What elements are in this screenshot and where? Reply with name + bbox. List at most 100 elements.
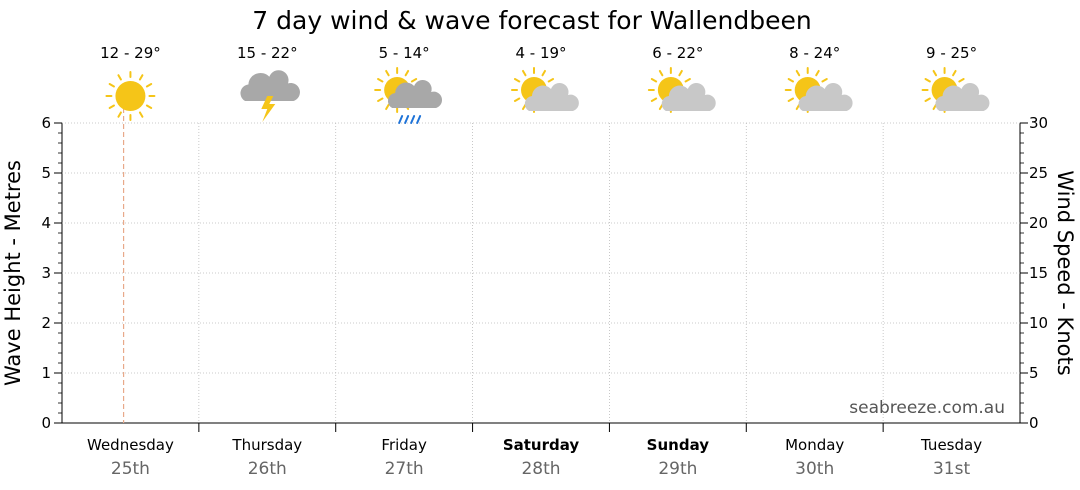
sun-ray <box>138 111 144 118</box>
sun-ray <box>547 78 555 83</box>
cloud-shape <box>240 70 300 101</box>
sun-ray <box>795 69 801 77</box>
date-label: 29th <box>658 459 697 479</box>
sun-ray <box>138 74 144 81</box>
sun-ray <box>787 97 794 102</box>
lightning-bolt <box>261 96 276 122</box>
sun-ray <box>145 83 153 88</box>
day-column: 8 - 24° Monday 30th <box>784 44 853 479</box>
sun-ray <box>404 69 410 77</box>
plot-area <box>61 123 1021 424</box>
temp-range: 12 - 29° <box>100 44 161 62</box>
partly-cloudy-icon <box>921 67 990 113</box>
right-axis-ticks: 0 5 10 15 20 25 30 <box>1020 114 1048 432</box>
watermark: seabreeze.com.au <box>849 398 1005 418</box>
cloud-shape <box>524 82 579 111</box>
partly-cloudy-icon <box>647 67 716 113</box>
temp-range: 15 - 22° <box>237 44 298 62</box>
rain-drop <box>410 115 416 124</box>
sun-disc <box>115 81 146 111</box>
left-tick-label: 3 <box>41 264 51 282</box>
day-columns: 12 - 29° Wednesday 25th 15 - 22° Thursday 26t… <box>87 44 990 479</box>
cloud-shape <box>935 82 990 111</box>
sun-ray <box>385 69 390 77</box>
temp-range: 6 - 22° <box>652 44 703 62</box>
sun-ray <box>513 97 521 102</box>
sun-ray <box>658 69 664 77</box>
sun-ray <box>522 69 527 77</box>
day-label: Saturday <box>503 436 580 454</box>
left-tick-label: 0 <box>41 414 51 432</box>
day-column: 12 - 29° Wednesday 25th <box>87 44 174 479</box>
sun-ray <box>108 104 115 109</box>
sun-ray <box>541 69 546 77</box>
sun-ray <box>410 78 418 83</box>
sun-ray <box>377 78 384 83</box>
date-label: 28th <box>521 459 560 479</box>
left-axis-label: Wave Height - Metres <box>1 160 25 386</box>
sun-ray <box>650 78 658 83</box>
sunny-icon <box>105 71 156 121</box>
temp-range: 5 - 14° <box>379 44 430 62</box>
right-tick-label: 10 <box>1029 314 1048 332</box>
storm-icon <box>240 70 300 122</box>
chart-title: 7 day wind & wave forecast for Wallendbe… <box>252 6 811 35</box>
sun-ray <box>385 103 390 111</box>
left-tick-label: 5 <box>41 164 51 182</box>
sun-ray <box>108 83 115 88</box>
cloud-shape <box>798 82 853 111</box>
right-axis-label: Wind Speed - Knots <box>1053 170 1077 375</box>
day-label: Monday <box>785 436 844 454</box>
sun-ray <box>513 78 521 83</box>
day-label: Thursday <box>231 436 302 454</box>
partly-cloudy-icon <box>784 67 853 113</box>
right-tick-label: 15 <box>1029 264 1048 282</box>
sun-ray <box>958 78 965 83</box>
sun-ray <box>924 78 931 83</box>
temp-range: 9 - 25° <box>926 44 977 62</box>
temp-range: 4 - 19° <box>515 44 566 62</box>
rain-drop <box>416 115 422 124</box>
sun-ray <box>145 104 153 109</box>
sun-ray <box>678 69 683 77</box>
day-label: Sunday <box>647 436 710 454</box>
date-label: 31st <box>933 459 970 479</box>
sun-ray <box>787 78 794 83</box>
date-label: 27th <box>385 459 424 479</box>
sun-ray <box>815 69 820 77</box>
right-tick-label: 25 <box>1029 164 1048 182</box>
sun-ray <box>952 69 957 77</box>
cloud-shape <box>387 79 443 108</box>
day-column: 6 - 22° Sunday 29th <box>647 44 716 479</box>
left-tick-label: 6 <box>41 114 51 132</box>
date-label: 30th <box>795 459 834 479</box>
day-label: Tuesday <box>920 436 982 454</box>
date-label: 25th <box>111 459 150 479</box>
day-column: 9 - 25° Tuesday 31st <box>920 44 990 479</box>
sun-ray <box>684 78 691 83</box>
left-tick-label: 1 <box>41 364 51 382</box>
right-tick-label: 5 <box>1029 364 1039 382</box>
sun-ray <box>117 74 122 81</box>
day-label: Wednesday <box>87 436 174 454</box>
sun-ray <box>821 78 828 83</box>
right-tick-label: 0 <box>1029 414 1039 432</box>
sun-ray <box>932 69 938 77</box>
day-label: Friday <box>381 436 427 454</box>
date-label: 26th <box>248 459 287 479</box>
day-column: 15 - 22° Thursday 26th <box>231 44 302 479</box>
sun-ray <box>377 97 384 102</box>
partly-cloudy-icon <box>511 67 579 113</box>
grid-lines <box>62 100 1020 432</box>
cloud-shape <box>661 82 716 111</box>
day-column: 4 - 19° Saturday 28th <box>503 44 580 479</box>
day-column: 5 - 14° Friday 27th <box>374 44 443 479</box>
rain-drop <box>398 115 404 124</box>
right-tick-label: 20 <box>1029 214 1048 232</box>
left-axis-ticks: 0 1 2 3 4 5 6 <box>41 114 62 432</box>
sun-ray <box>924 97 931 102</box>
left-tick-label: 4 <box>41 214 51 232</box>
sun-ray <box>117 111 122 118</box>
right-tick-label: 30 <box>1029 114 1048 132</box>
